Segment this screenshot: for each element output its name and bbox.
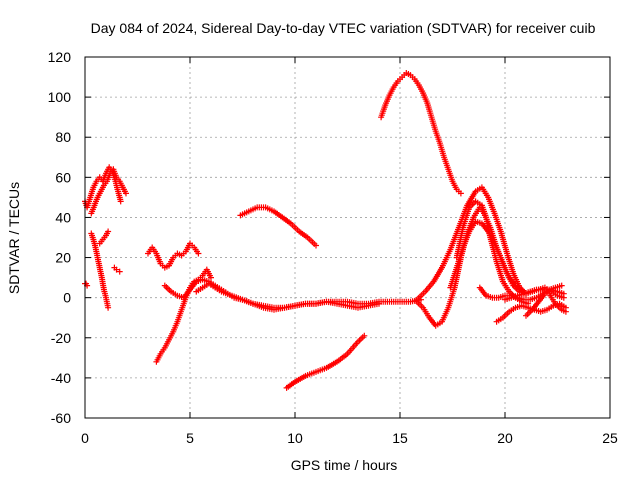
y-tick-label: 0 xyxy=(63,290,71,306)
y-tick-label: 40 xyxy=(55,209,71,225)
series-arc-14 xyxy=(413,204,525,329)
y-tick-label: 80 xyxy=(55,129,71,145)
y-tick-label: 60 xyxy=(55,169,71,185)
series-arc-11 xyxy=(237,204,319,249)
x-tick-label: 5 xyxy=(186,430,194,446)
series-arc-04 xyxy=(88,230,112,311)
point-markers xyxy=(237,204,319,249)
point-markers xyxy=(413,204,525,329)
series-arc-15 xyxy=(413,184,529,303)
y-tick-label: -20 xyxy=(51,330,71,346)
y-axis-label: SDTVAR / TECUs xyxy=(6,182,22,294)
y-tick-label: -60 xyxy=(51,410,71,426)
series-arc-20 xyxy=(502,286,569,315)
series-arc-12 xyxy=(283,332,368,391)
x-tick-label: 15 xyxy=(392,430,408,446)
point-markers xyxy=(88,166,129,217)
y-tick-label: -40 xyxy=(51,370,71,386)
point-markers xyxy=(111,264,123,275)
point-markers xyxy=(283,332,368,391)
y-tick-label: 20 xyxy=(55,250,71,266)
y-tick-label: 120 xyxy=(48,49,72,65)
series-arc-06 xyxy=(111,264,123,275)
x-tick-label: 25 xyxy=(602,430,618,446)
series-arc-13 xyxy=(378,70,464,197)
axes: 0 5 10 15 20 25 -60 -40 -20 0 20 40 60 80 100 120 xyxy=(48,49,618,446)
x-axis-label: GPS time / hours xyxy=(291,457,398,473)
plot-frame xyxy=(84,56,611,419)
grid-lines xyxy=(85,57,610,418)
series-arc-05 xyxy=(96,228,112,247)
series-arc-07 xyxy=(145,240,202,271)
point-markers xyxy=(88,230,112,311)
point-markers xyxy=(193,280,382,313)
point-markers xyxy=(145,240,202,271)
point-markers xyxy=(96,228,112,247)
chart-title: Day 084 of 2024, Sidereal Day-to-day VTE… xyxy=(91,20,596,36)
point-markers xyxy=(502,286,569,315)
point-markers xyxy=(413,184,529,303)
data-points xyxy=(82,70,569,391)
x-tick-label: 20 xyxy=(497,430,513,446)
y-tick-label: 100 xyxy=(48,89,72,105)
point-markers xyxy=(523,286,567,319)
series-arc-02 xyxy=(88,166,129,217)
series-arc-10 xyxy=(193,280,382,313)
series-arc-21 xyxy=(523,286,567,319)
point-markers xyxy=(378,70,464,197)
point-markers xyxy=(82,280,91,289)
x-tick-label: 0 xyxy=(81,430,89,446)
x-tick-label: 10 xyxy=(287,430,303,446)
series-arc-03 xyxy=(82,280,91,289)
